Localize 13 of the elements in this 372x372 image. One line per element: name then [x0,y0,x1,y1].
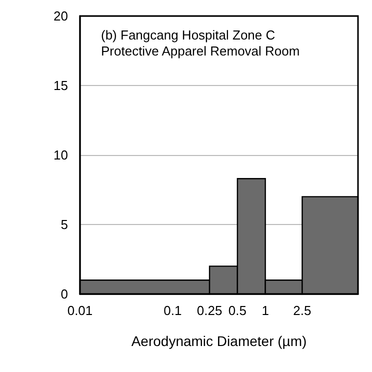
y-tick-label: 0 [60,286,68,302]
x-tick-label: 2.5 [293,303,312,318]
x-tick-label: 0.25 [196,303,222,318]
y-tick-label: 10 [54,148,68,162]
text: (b) Fangcang Hospital Zone C Protective Apparel Removal Room [101,28,300,58]
y-tick-label: 15 [54,78,68,93]
x-tick-label: 0.1 [164,303,182,318]
x-tick-label: 1 [262,303,269,318]
x-tick-label: 0.5 [228,303,246,318]
x-tick-label: 0.01 [67,303,93,318]
x-axis-title: Aerodynamic Diameter (µm) [131,333,307,349]
y-tick-label: 5 [60,217,68,232]
y-tick-label: 20 [54,8,68,24]
